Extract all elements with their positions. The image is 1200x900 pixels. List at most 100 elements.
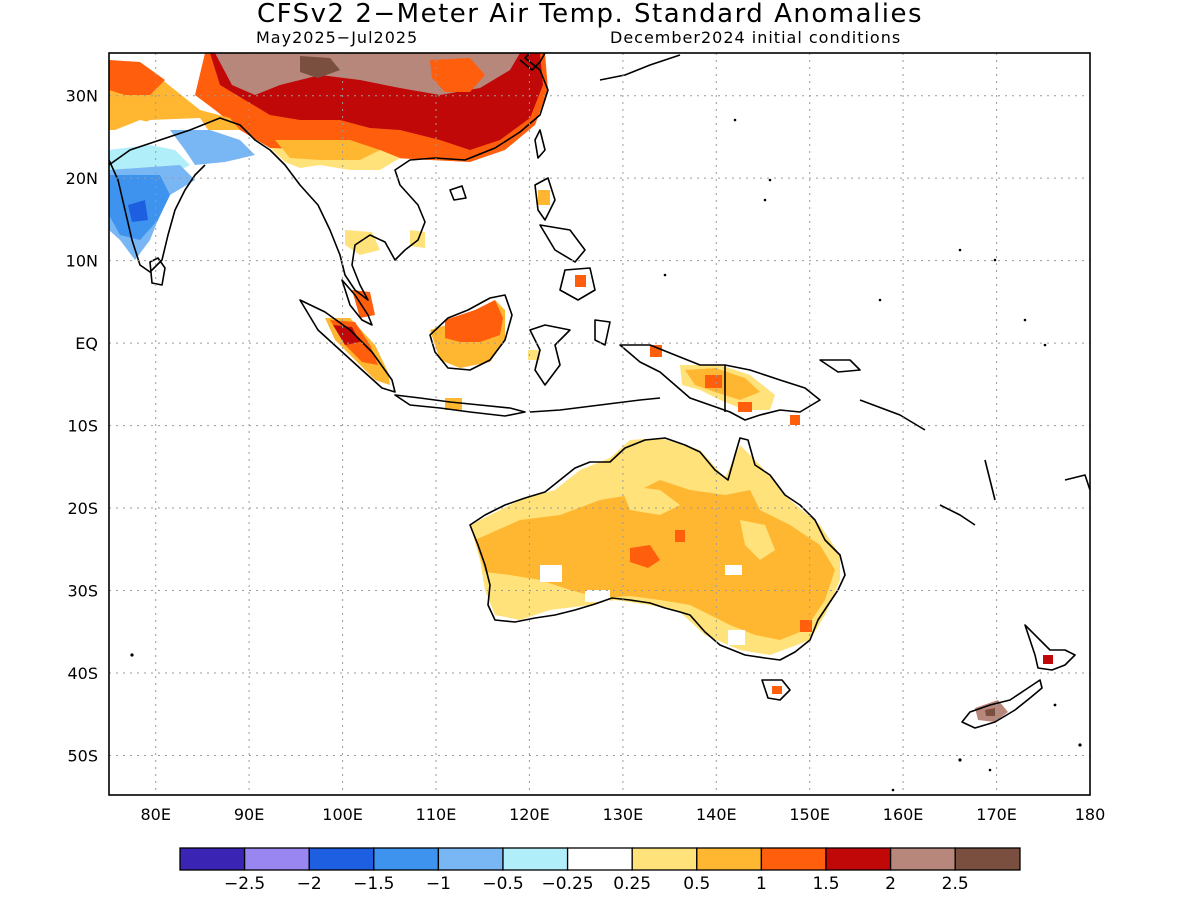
coast-new-britain — [819, 359, 861, 373]
coast-borneo — [429, 294, 513, 371]
small-islands — [130, 118, 1082, 792]
anomaly-fill-australia-core2 — [675, 530, 685, 542]
colorbar-tick-label: 0.5 — [683, 874, 710, 894]
coast-sulawesi — [529, 324, 571, 386]
coast-hainan — [449, 185, 467, 201]
coast-philippines-mid — [539, 224, 586, 263]
anomaly-fill-china-15b — [430, 58, 485, 92]
coast-malay-peninsula — [341, 279, 373, 326]
anomaly-fill-newguinea-15b — [738, 402, 752, 412]
anomaly-fill-australia-white4 — [728, 630, 745, 645]
coast-asia-mainland — [109, 53, 549, 301]
colorbar-swatch — [566, 847, 633, 871]
coast-mindanao — [559, 267, 596, 301]
lon-tick-label: 80E — [140, 805, 170, 824]
anomaly-fill-malay-15 — [352, 290, 375, 318]
anomaly-fill-australia-white3 — [585, 590, 610, 602]
map-frame — [108, 52, 1091, 796]
coast-vanuatu — [984, 459, 996, 501]
coast-sri-lanka — [149, 257, 166, 286]
lat-tick-label: 40S — [67, 664, 98, 683]
colorbar-swatch — [308, 847, 375, 871]
anomaly-fill-nz-north — [1043, 655, 1053, 664]
anomaly-fill-thai-05 — [345, 230, 380, 255]
lat-tick-label: 50S — [67, 747, 98, 766]
lon-tick-label: 180 — [1075, 805, 1106, 824]
coast-sumatra — [299, 299, 396, 393]
anomaly-fill-newguinea-15 — [705, 375, 722, 388]
anomaly-fill-seasia-1 — [275, 140, 380, 160]
anomaly-fill-australia-se — [800, 620, 812, 632]
anomaly-fill-australia-ec — [740, 520, 775, 560]
colorbar-swatch — [243, 847, 310, 871]
coast-new-caledonia — [939, 504, 976, 526]
colorbar-tick-label: 0.25 — [613, 874, 651, 894]
lon-tick-label: 170E — [976, 805, 1017, 824]
lat-tick-label: 20S — [67, 499, 98, 518]
lon-tick-label: 140E — [696, 805, 737, 824]
lat-tick-label: 30S — [67, 582, 98, 601]
anomaly-fill-india-m2 — [128, 200, 148, 222]
coast-india-west — [109, 159, 206, 273]
coast-japan — [599, 54, 681, 81]
coast-newguinea — [619, 344, 821, 421]
colorbar-swatch — [889, 847, 956, 871]
coast-lesser-sunda — [529, 397, 661, 413]
lat-tick-label: 30N — [66, 87, 98, 106]
coast-tasmania — [761, 679, 791, 701]
coast-java — [394, 394, 526, 417]
colorbar-swatch — [373, 847, 440, 871]
colorbar-tick-label: −2 — [297, 874, 322, 894]
colorbar-tick-label: 2 — [885, 874, 896, 894]
anomaly-fill-mindanao — [575, 275, 586, 287]
colorbar-swatch — [631, 847, 698, 871]
coast-korea — [519, 53, 546, 71]
coast-nz-south — [961, 679, 1043, 729]
coast-luzon — [534, 177, 556, 221]
colorbar-tick-label: −1.5 — [353, 874, 394, 894]
colorbar-tick-label: −1 — [426, 874, 451, 894]
anomaly-fill-australia-white1 — [540, 565, 562, 582]
lon-tick-label: 150E — [789, 805, 830, 824]
initial-conditions: December2024 initial conditions — [610, 28, 902, 47]
lon-tick-label: 120E — [509, 805, 550, 824]
colorbar-swatch — [437, 847, 504, 871]
anomaly-fill-australia-white2 — [725, 565, 742, 575]
colorbar — [179, 847, 1021, 871]
lat-tick-label: 10N — [66, 252, 98, 271]
anomaly-fill-newguinea-1 — [685, 368, 760, 400]
anomaly-fill-australia-core — [630, 545, 660, 568]
anomaly-fill-bougainville — [790, 415, 800, 425]
colorbar-swatch — [502, 847, 569, 871]
anomaly-fill-java-1 — [445, 398, 462, 410]
anomaly-fill-india-bay-m1 — [170, 130, 255, 165]
colorbar-swatch — [696, 847, 763, 871]
forecast-period: May2025−Jul2025 — [256, 28, 419, 47]
coast-taiwan — [534, 129, 546, 159]
lon-tick-label: 110E — [416, 805, 457, 824]
lon-tick-label: 100E — [322, 805, 363, 824]
coastlines — [109, 53, 1090, 729]
colorbar-swatch — [825, 847, 892, 871]
anomaly-fill-sumatra-2 — [333, 325, 360, 345]
lon-tick-label: 130E — [603, 805, 644, 824]
lat-tick-label: 20N — [66, 169, 98, 188]
lon-tick-label: 90E — [234, 805, 264, 824]
anomaly-fill-tasmania — [772, 686, 782, 694]
coast-halmahera — [594, 319, 611, 346]
lat-tick-label: EQ — [75, 334, 98, 353]
colorbar-tick-label: 1.5 — [812, 874, 839, 894]
colorbar-tick-label: 2.5 — [942, 874, 969, 894]
coast-fiji — [1064, 474, 1090, 491]
coast-australia — [469, 437, 846, 661]
lon-axis: 80E 90E 100E 110E 120E 130E 140E 150E 16… — [140, 805, 1105, 824]
colorbar-ticks: −2.5 −2 −1.5 −1 −0.5 −0.25 0.25 0.5 1 1.… — [224, 874, 969, 894]
colorbar-tick-label: −0.25 — [542, 874, 594, 894]
coast-nz-north — [1024, 624, 1076, 671]
colorbar-swatch — [760, 847, 827, 871]
lat-axis: 30N 20N 10N EQ 10S 20S 30S 40S 50S — [66, 87, 98, 766]
anomaly-fill-luzon — [538, 190, 550, 205]
colorbar-swatch — [179, 847, 246, 871]
anomaly-fill-borneo-15 — [445, 300, 503, 342]
